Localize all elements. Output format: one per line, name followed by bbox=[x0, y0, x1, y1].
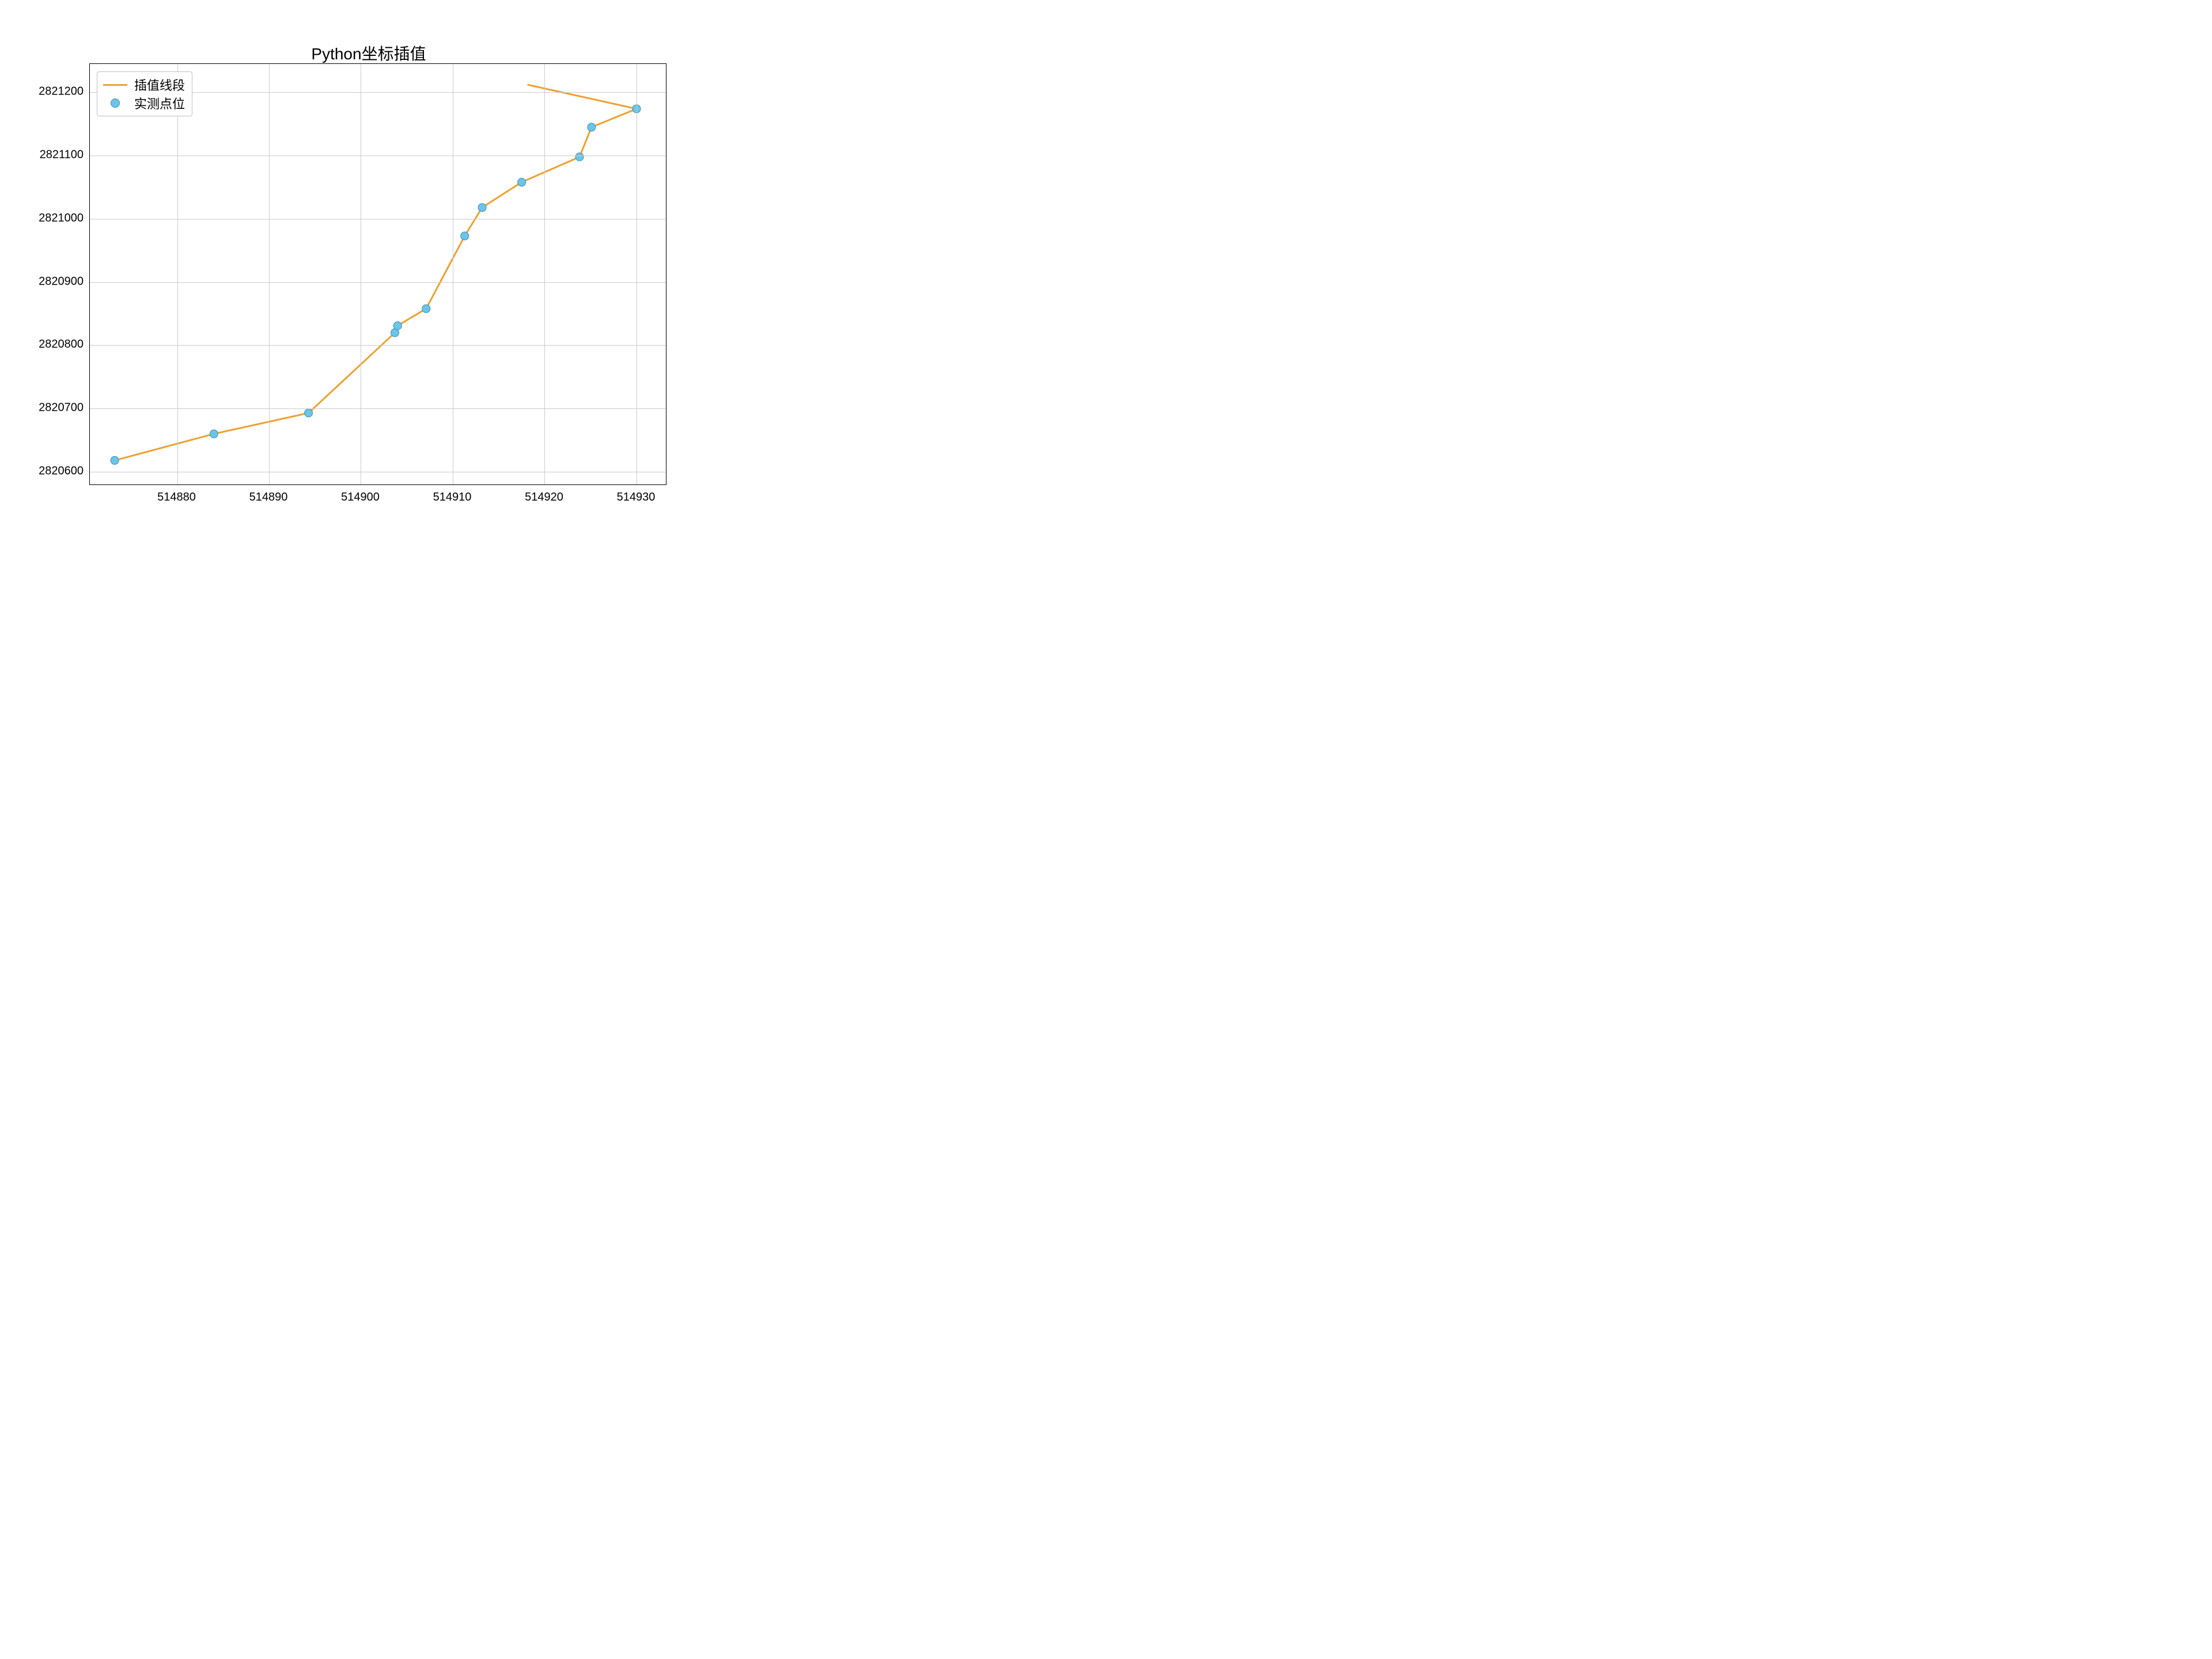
grid-hline bbox=[90, 345, 666, 346]
figure: Python坐标插值 插值线段 实测点位 514880 514890 514900 5… bbox=[0, 0, 737, 553]
ytick-label: 2821100 bbox=[32, 149, 84, 162]
chart-title: Python坐标插值 bbox=[0, 41, 737, 65]
ytick-label: 2821000 bbox=[32, 211, 84, 225]
legend-scatter-label: 实测点位 bbox=[134, 94, 185, 112]
ytick-label: 2820700 bbox=[32, 402, 84, 415]
legend: 插值线段 实测点位 bbox=[97, 71, 192, 116]
scatter-point bbox=[210, 430, 218, 438]
xtick-label: 514920 bbox=[525, 491, 563, 504]
grid-vline bbox=[269, 64, 270, 484]
scatter-point bbox=[305, 409, 313, 417]
scatter-point bbox=[111, 456, 119, 464]
grid-vline bbox=[544, 64, 545, 484]
scatter-point bbox=[422, 305, 430, 313]
xtick-label: 514910 bbox=[433, 491, 472, 504]
scatter-point bbox=[588, 123, 596, 131]
scatter-point bbox=[461, 232, 469, 240]
xtick-label: 514900 bbox=[341, 491, 380, 504]
ytick-label: 2820800 bbox=[32, 338, 84, 351]
grid-vline bbox=[177, 64, 178, 484]
legend-entry-line: 插值线段 bbox=[103, 75, 185, 94]
ytick-label: 2820600 bbox=[32, 465, 84, 478]
scatter-point bbox=[518, 178, 526, 186]
legend-marker-swatch bbox=[103, 99, 127, 108]
scatter-point bbox=[575, 153, 584, 161]
legend-line-label: 插值线段 bbox=[134, 75, 185, 94]
grid-hline bbox=[90, 408, 666, 409]
grid-hline bbox=[90, 282, 666, 283]
xtick-label: 514880 bbox=[157, 491, 196, 504]
line-series bbox=[115, 85, 637, 460]
legend-line-swatch bbox=[103, 84, 127, 86]
ytick-label: 2820900 bbox=[32, 275, 84, 288]
plot-area bbox=[89, 63, 666, 485]
scatter-point bbox=[478, 203, 486, 211]
xtick-label: 514930 bbox=[617, 491, 656, 504]
xtick-label: 514890 bbox=[249, 491, 288, 504]
ytick-label: 2821200 bbox=[32, 85, 84, 99]
chart-svg bbox=[90, 64, 666, 484]
scatter-point bbox=[393, 321, 402, 329]
legend-entry-scatter: 实测点位 bbox=[103, 94, 185, 112]
